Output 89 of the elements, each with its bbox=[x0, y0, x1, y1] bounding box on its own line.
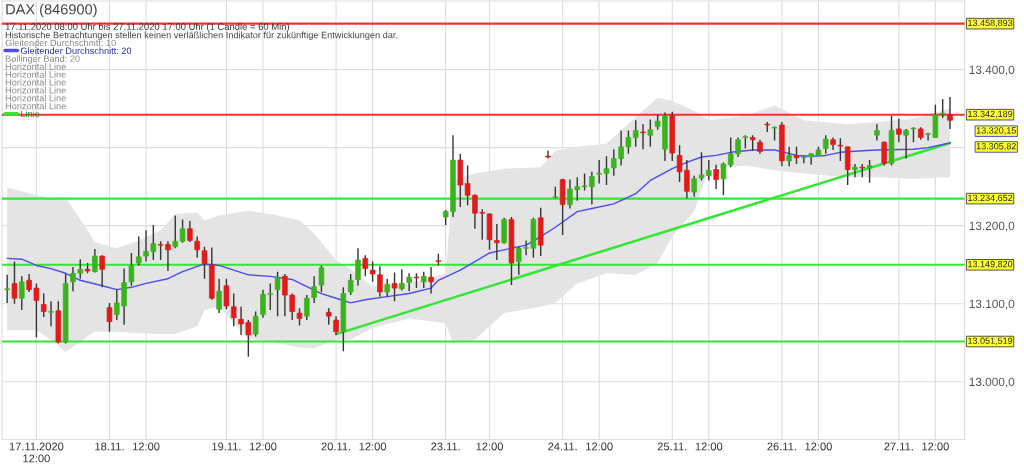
candlestick bbox=[187, 220, 193, 243]
candlestick bbox=[647, 118, 654, 148]
x-tick-label: 12:00 bbox=[476, 442, 504, 451]
candlestick bbox=[632, 119, 639, 148]
x-tick-label: 23.11. bbox=[431, 442, 460, 451]
candlestick bbox=[822, 134, 829, 155]
candlestick bbox=[230, 292, 237, 328]
annotation: Horizontal Line bbox=[5, 63, 66, 70]
candlestick bbox=[179, 218, 186, 244]
candlestick bbox=[40, 292, 47, 318]
candlestick bbox=[48, 300, 54, 328]
legend-label: Gleitender Durchschnitt: 20 bbox=[20, 47, 132, 55]
ref-line-label: 13.051,519 bbox=[968, 337, 1013, 345]
x-tick-label: 12:00 bbox=[132, 442, 160, 451]
x-tick-label: 12:00 bbox=[922, 442, 949, 451]
ref-line-label: 13.458,893 bbox=[968, 19, 1013, 28]
candlestick bbox=[837, 137, 844, 162]
y-tick-label: 13.200,0 bbox=[969, 221, 1015, 232]
candlestick bbox=[874, 123, 880, 142]
candlestick bbox=[844, 146, 851, 186]
x-tick-label: 12:00 bbox=[359, 442, 387, 451]
text: 17.11.2020 08:00 Uhr bis 27.11.2020 17:00 Uhr (1 Candle = 60 Min) bbox=[5, 23, 290, 32]
candlestick bbox=[11, 260, 18, 305]
annotation: Gleitender Durchschnitt: 10 bbox=[5, 39, 116, 47]
candlestick bbox=[99, 254, 105, 288]
y-tick-label: 13.000,0 bbox=[969, 377, 1015, 388]
candlestick bbox=[311, 275, 317, 304]
candlestick bbox=[194, 235, 200, 259]
candlestick bbox=[172, 214, 179, 249]
candlestick bbox=[494, 223, 500, 261]
candlestick bbox=[720, 161, 727, 196]
candlestick bbox=[939, 98, 946, 119]
x-tick-label: 12:00 bbox=[695, 442, 723, 451]
ref-line-label: 13.342,189 bbox=[968, 110, 1013, 119]
x-tick-label: 12:00 bbox=[586, 442, 613, 451]
legend-label: Linie bbox=[21, 110, 40, 118]
candlestick bbox=[713, 164, 719, 190]
candlestick bbox=[545, 150, 551, 160]
x-tick-label: 19.11. bbox=[212, 442, 241, 451]
ref-line-label: 13.234,652 bbox=[968, 194, 1013, 203]
candlestick bbox=[881, 140, 887, 167]
candlestick bbox=[304, 294, 310, 321]
candlestick bbox=[866, 159, 873, 184]
annotation: Historische Betrachtungen stellen keinen verläßlichen Indikator für zukünftige Entwicklungen dar. bbox=[5, 31, 398, 41]
x-tick-label: 18.11. bbox=[95, 442, 124, 451]
annotation: Horizontal Line bbox=[5, 78, 66, 86]
candlestick bbox=[106, 302, 113, 333]
candlestick bbox=[355, 247, 361, 287]
candlestick bbox=[852, 163, 858, 178]
candlestick bbox=[274, 270, 281, 317]
candlestick bbox=[4, 274, 10, 304]
candlestick bbox=[19, 275, 25, 311]
x-tick-label: 27.11. bbox=[884, 442, 913, 451]
text: 13.305,82 bbox=[976, 142, 1016, 151]
line-series bbox=[6, 142, 951, 304]
candlestick bbox=[903, 128, 909, 160]
chart-title: DAX (846900) bbox=[6, 3, 97, 18]
candlestick bbox=[252, 310, 259, 338]
candlestick bbox=[391, 271, 398, 303]
candlestick bbox=[428, 266, 434, 295]
x-tick-label: 26.11. bbox=[767, 442, 796, 451]
candlestick bbox=[896, 118, 902, 143]
annotation: Horizontal Line bbox=[5, 102, 66, 110]
x-tick-label: 12:00 bbox=[249, 442, 277, 451]
candlestick bbox=[318, 264, 325, 293]
annotation: Horizontal Line bbox=[5, 86, 66, 94]
annotation: Bollinger Band: 20 bbox=[5, 55, 80, 64]
annotation: Horizontal Line bbox=[5, 94, 66, 102]
candlestick bbox=[223, 278, 230, 310]
x-tick-label: 20.11. bbox=[321, 442, 351, 451]
candlestick bbox=[128, 252, 135, 287]
candlestick bbox=[406, 272, 412, 292]
candlestick bbox=[640, 123, 646, 150]
y-tick-label: 13.400,0 bbox=[969, 65, 1015, 76]
y-tick-label: 13.100,0 bbox=[969, 299, 1015, 310]
ref-line-label: 13.149,820 bbox=[968, 260, 1013, 269]
annotation: Horizontal Line bbox=[5, 70, 66, 78]
candlestick bbox=[333, 315, 339, 336]
candlestick bbox=[947, 96, 953, 130]
x-tick-label: 25.11. bbox=[657, 442, 687, 451]
candlestick bbox=[501, 217, 507, 245]
candlestick bbox=[347, 273, 354, 296]
candlestick bbox=[216, 278, 222, 314]
text: 13.320,15 bbox=[976, 127, 1016, 135]
x-tick-label: 12:00 bbox=[805, 442, 832, 451]
x-tick-label: 24.11. bbox=[548, 442, 577, 451]
candlestick bbox=[786, 146, 792, 168]
x-tick-label: 17.11.2020 12:00 bbox=[9, 442, 64, 463]
candlestick bbox=[362, 254, 369, 278]
